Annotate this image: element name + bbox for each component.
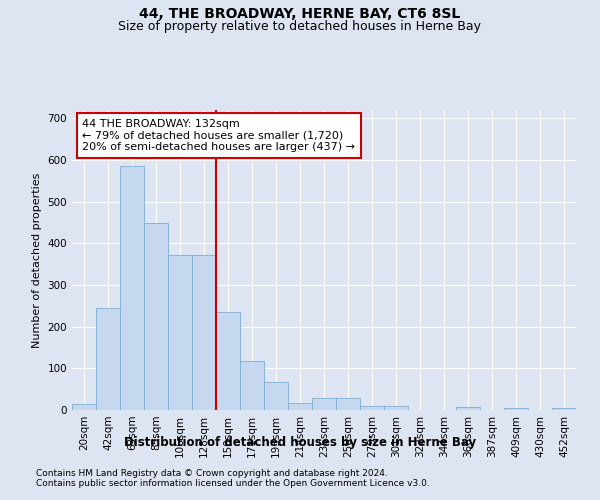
- Text: Size of property relative to detached houses in Herne Bay: Size of property relative to detached ho…: [119, 20, 482, 33]
- Bar: [264, 382, 288, 410]
- Text: Contains HM Land Registry data © Crown copyright and database right 2024.: Contains HM Land Registry data © Crown c…: [36, 468, 388, 477]
- Bar: [552, 408, 576, 410]
- Bar: [240, 361, 264, 410]
- Bar: [456, 407, 480, 410]
- Bar: [144, 224, 168, 410]
- Text: 44 THE BROADWAY: 132sqm
← 79% of detached houses are smaller (1,720)
20% of semi: 44 THE BROADWAY: 132sqm ← 79% of detache…: [82, 119, 355, 152]
- Text: Distribution of detached houses by size in Herne Bay: Distribution of detached houses by size …: [124, 436, 476, 449]
- Text: Contains public sector information licensed under the Open Government Licence v3: Contains public sector information licen…: [36, 478, 430, 488]
- Bar: [120, 166, 144, 410]
- Bar: [336, 398, 360, 410]
- Bar: [192, 255, 216, 410]
- Bar: [216, 312, 240, 410]
- Bar: [96, 308, 120, 410]
- Bar: [384, 406, 408, 410]
- Bar: [72, 404, 96, 410]
- Text: 44, THE BROADWAY, HERNE BAY, CT6 8SL: 44, THE BROADWAY, HERNE BAY, CT6 8SL: [139, 8, 461, 22]
- Bar: [288, 402, 312, 410]
- Bar: [504, 408, 528, 410]
- Bar: [168, 255, 192, 410]
- Y-axis label: Number of detached properties: Number of detached properties: [32, 172, 42, 348]
- Bar: [312, 398, 336, 410]
- Bar: [360, 406, 384, 410]
